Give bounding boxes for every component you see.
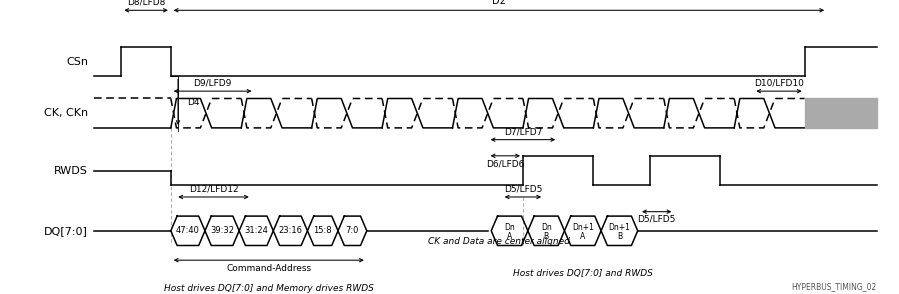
Text: D8/LFD8: D8/LFD8 xyxy=(127,0,165,6)
Text: RWDS: RWDS xyxy=(54,166,88,176)
Text: Dn: Dn xyxy=(504,223,515,232)
Text: CK, CKn: CK, CKn xyxy=(44,108,88,118)
Text: D9/LFD9: D9/LFD9 xyxy=(193,78,232,87)
Text: B: B xyxy=(544,232,548,240)
Text: B: B xyxy=(617,232,622,240)
Text: D5/LFD5: D5/LFD5 xyxy=(503,185,542,194)
Text: Dn: Dn xyxy=(541,223,551,232)
Text: A: A xyxy=(580,232,585,240)
Text: D12/LFD12: D12/LFD12 xyxy=(189,185,238,194)
Text: 31:24: 31:24 xyxy=(245,226,268,235)
Text: D4: D4 xyxy=(187,98,200,107)
Text: CK and Data are center aligned: CK and Data are center aligned xyxy=(428,237,570,246)
Text: Host drives DQ[7:0] and Memory drives RWDS: Host drives DQ[7:0] and Memory drives RW… xyxy=(164,284,374,293)
Text: D2: D2 xyxy=(492,0,506,6)
Bar xyxy=(805,98,877,128)
Text: D5/LFD5: D5/LFD5 xyxy=(637,215,676,224)
Text: Dn+1: Dn+1 xyxy=(572,223,593,232)
Text: Dn+1: Dn+1 xyxy=(609,223,630,232)
Text: HYPERBUS_TIMING_02: HYPERBUS_TIMING_02 xyxy=(791,282,877,291)
Text: Command-Address: Command-Address xyxy=(227,264,311,273)
Text: 7:0: 7:0 xyxy=(346,226,359,235)
Text: 39:32: 39:32 xyxy=(210,226,234,235)
Text: 15:8: 15:8 xyxy=(314,226,332,235)
Text: D10/LFD10: D10/LFD10 xyxy=(754,78,804,87)
Text: 47:40: 47:40 xyxy=(176,226,200,235)
Text: D7/LFD7: D7/LFD7 xyxy=(503,127,542,136)
Text: 23:16: 23:16 xyxy=(279,226,302,235)
Text: DQ[7:0]: DQ[7:0] xyxy=(44,226,88,236)
Text: Host drives DQ[7:0] and RWDS: Host drives DQ[7:0] and RWDS xyxy=(512,269,653,278)
Text: D6/LFD6: D6/LFD6 xyxy=(486,159,524,168)
Text: CSn: CSn xyxy=(67,57,88,67)
Text: A: A xyxy=(507,232,512,240)
